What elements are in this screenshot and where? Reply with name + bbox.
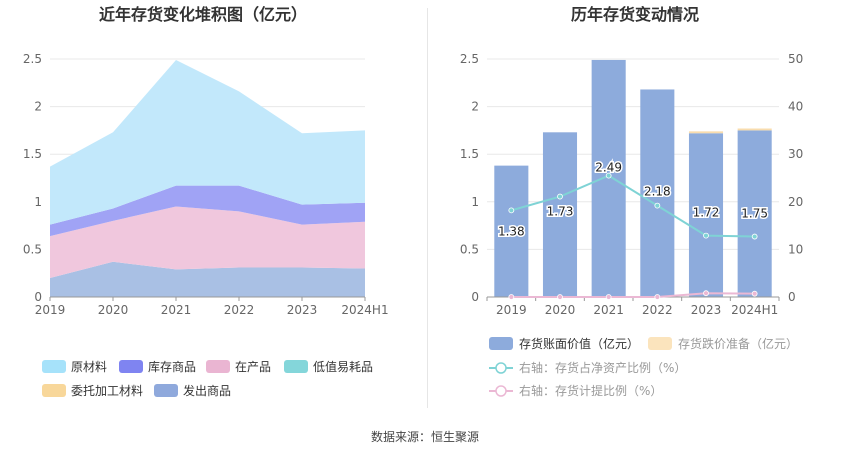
bar-book-value [640, 89, 675, 298]
bar-value-label: 1.72 [693, 206, 720, 220]
right-y-tick-label: 1.5 [460, 147, 479, 161]
bar-value-label: 2.18 [644, 185, 671, 199]
right-y2-tick-label: 30 [788, 147, 803, 161]
left-legend-swatch [284, 360, 308, 373]
right-y-tick-label: 0.5 [460, 242, 479, 256]
left-y-tick-label: 1.5 [23, 147, 42, 161]
line-point [508, 207, 515, 214]
right-y-tick-label: 2.5 [460, 52, 479, 66]
bar-book-value [688, 133, 724, 297]
right-y2-tick-label: 20 [788, 195, 803, 209]
right-chart-title: 历年存货变动情况 [571, 5, 699, 24]
line-point [654, 294, 661, 300]
right-x-tick-label: 2019 [496, 303, 527, 317]
left-x-tick-label: 2021 [161, 303, 192, 317]
line-point [654, 202, 661, 209]
left-y-tick-label: 2 [34, 100, 42, 114]
left-legend-label: 委托加工材料 [71, 384, 143, 398]
line-point [605, 294, 612, 300]
right-x-tick-label: 2020 [545, 303, 576, 317]
area-series-库存商品 [50, 185, 365, 237]
right-legend-swatch [648, 337, 672, 350]
area-series-原材料 [50, 59, 365, 225]
right-x-tick-label: 2023 [691, 303, 722, 317]
bar-value-label: 2.49 [595, 161, 622, 175]
left-y-tick-label: 2.5 [23, 52, 42, 66]
right-legend-marker [495, 385, 507, 397]
right-y2-tick-label: 10 [788, 242, 803, 256]
left-y-tick-label: 1 [34, 195, 42, 209]
bar-book-value [737, 130, 772, 297]
bar-impairment [737, 128, 772, 131]
right-x-tick-label: 2022 [642, 303, 673, 317]
left-legend-label: 在产品 [235, 360, 271, 374]
line-point [751, 233, 758, 240]
left-x-tick-label: 2024H1 [341, 303, 388, 317]
right-legend-label: 右轴：存货计提比例（%） [519, 383, 662, 398]
line-series-inventory-to-equity [511, 174, 755, 238]
inventory-change-bar-line-chart: 历年存货变动情况 0 0.5 1 1.5 2 2.5 0 10 20 30 40 50 2019 2020… [460, 5, 803, 398]
left-chart-title: 近年存货变化堆积图（亿元） [99, 5, 307, 24]
line-point [703, 290, 709, 297]
line-point [508, 294, 515, 300]
left-legend-label: 库存商品 [148, 359, 196, 374]
right-y2-tick-label: 40 [788, 100, 803, 114]
left-legend-swatch [119, 360, 143, 373]
left-legend-label: 发出商品 [183, 383, 231, 398]
area-series-发出商品 [50, 261, 365, 297]
right-legend-swatch [489, 337, 513, 350]
line-point [605, 172, 612, 179]
line-series-provision-ratio [511, 292, 755, 298]
right-legend-label: 存货跌价准备（亿元） [678, 336, 798, 351]
left-legend-swatch [42, 384, 66, 397]
right-x-tick-label: 2024H1 [731, 303, 778, 317]
right-legend-label: 右轴：存货占净资产比例（%） [519, 360, 686, 375]
right-y2-tick-label: 50 [788, 52, 803, 66]
line-point [703, 232, 709, 239]
left-legend-swatch [154, 384, 178, 397]
line-point [557, 193, 563, 200]
left-legend-label: 原材料 [71, 360, 107, 374]
bar-value-label: 1.75 [741, 207, 768, 221]
left-x-tick-label: 2023 [287, 303, 318, 317]
bar-value-label: 1.73 [547, 205, 574, 219]
left-legend-swatch [42, 360, 66, 373]
left-y-tick-label: 0.5 [23, 242, 42, 256]
right-legend-marker [495, 362, 507, 374]
left-x-tick-label: 2020 [98, 303, 129, 317]
right-y-tick-label: 2 [471, 100, 479, 114]
data-source-note: 数据来源：恒生聚源 [370, 430, 479, 444]
left-y-tick-label: 0 [34, 290, 42, 304]
line-point [557, 294, 563, 300]
bar-book-value [542, 132, 578, 297]
line-point [751, 290, 758, 297]
bar-impairment [688, 131, 724, 134]
right-legend-label: 存货账面价值（亿元） [519, 336, 639, 351]
area-series-在产品 [50, 206, 365, 278]
inventory-stacked-area-chart: 近年存货变化堆积图（亿元） 0 0.5 1 1.5 2 2.5 2019 2020 2021 20… [23, 5, 389, 398]
left-legend-label: 低值易耗品 [313, 359, 373, 374]
left-x-tick-label: 2022 [224, 303, 255, 317]
right-y2-tick-label: 0 [788, 290, 796, 304]
chart-divider [427, 8, 428, 408]
right-y-tick-label: 0 [471, 290, 479, 304]
right-y-tick-label: 1 [471, 195, 479, 209]
bar-value-label: 1.38 [498, 224, 525, 238]
left-x-tick-label: 2019 [35, 303, 66, 317]
bar-book-value [494, 165, 529, 297]
right-x-tick-label: 2021 [593, 303, 624, 317]
left-legend-swatch [206, 360, 230, 373]
